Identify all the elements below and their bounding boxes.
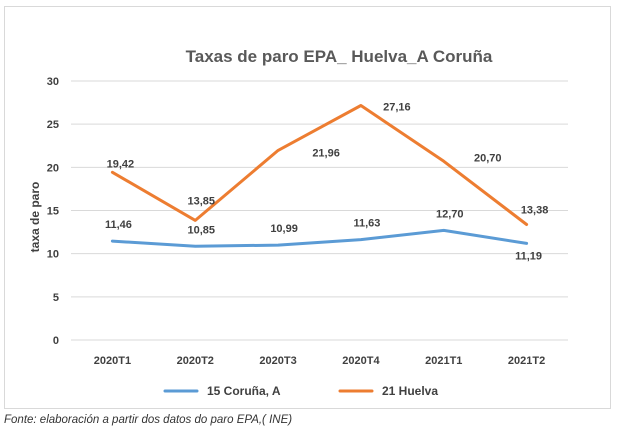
legend-label: 21 Huelva <box>382 384 438 398</box>
legend: 15 Coruña, A 21 Huelva <box>163 384 438 398</box>
y-tick-label: 25 <box>47 119 59 131</box>
line-chart: Taxas de paro EPA_ Huelva_A Coruña taxa … <box>28 47 568 398</box>
y-axis-ticks: 0 5 10 15 20 25 30 <box>47 76 59 347</box>
data-label: 20,70 <box>474 152 502 164</box>
data-label: 13,38 <box>521 204 549 216</box>
data-label: 21,96 <box>312 147 340 159</box>
x-tick-label: 2020T4 <box>342 355 380 367</box>
x-tick-label: 2020T3 <box>259 355 296 367</box>
data-label: 13,85 <box>187 195 215 207</box>
x-tick-label: 2020T2 <box>177 355 214 367</box>
series-line <box>110 228 529 248</box>
x-tick-label: 2021T2 <box>508 355 545 367</box>
y-tick-label: 10 <box>47 249 59 261</box>
data-label: 11,46 <box>105 219 132 231</box>
chart-area: Taxas de paro EPA_ Huelva_A Coruña taxa … <box>4 6 611 409</box>
data-label: 12,70 <box>436 208 464 220</box>
x-tick-label: 2021T1 <box>425 355 462 367</box>
data-label: 27,16 <box>383 102 411 114</box>
chart-title: Taxas de paro EPA_ Huelva_A Coruña <box>186 47 493 66</box>
data-label: 10,85 <box>187 224 215 236</box>
source-caption: Fonte: elaboración a partir dos datos do… <box>4 414 293 426</box>
y-tick-label: 30 <box>47 76 59 88</box>
series-lines <box>110 104 529 248</box>
y-tick-label: 5 <box>53 292 59 304</box>
data-label: 11,19 <box>515 250 542 262</box>
gridlines <box>71 80 568 341</box>
legend-label: 15 Coruña, A <box>207 384 281 398</box>
y-tick-label: 0 <box>53 335 59 347</box>
y-tick-label: 20 <box>47 162 59 174</box>
data-labels: 11,46 10,85 10,99 11,63 12,70 11,19 19,42 13,85… <box>105 102 548 263</box>
y-tick-label: 15 <box>47 206 59 218</box>
y-axis-title: taxa de paro <box>28 182 42 253</box>
series-line <box>110 104 529 226</box>
x-axis-ticks: 2020T1 2020T2 2020T3 2020T4 2021T1 2021T2 <box>94 355 545 367</box>
x-tick-label: 2020T1 <box>94 355 131 367</box>
data-label: 10,99 <box>270 223 298 235</box>
data-label: 19,42 <box>107 158 135 170</box>
data-label: 11,63 <box>353 218 380 230</box>
